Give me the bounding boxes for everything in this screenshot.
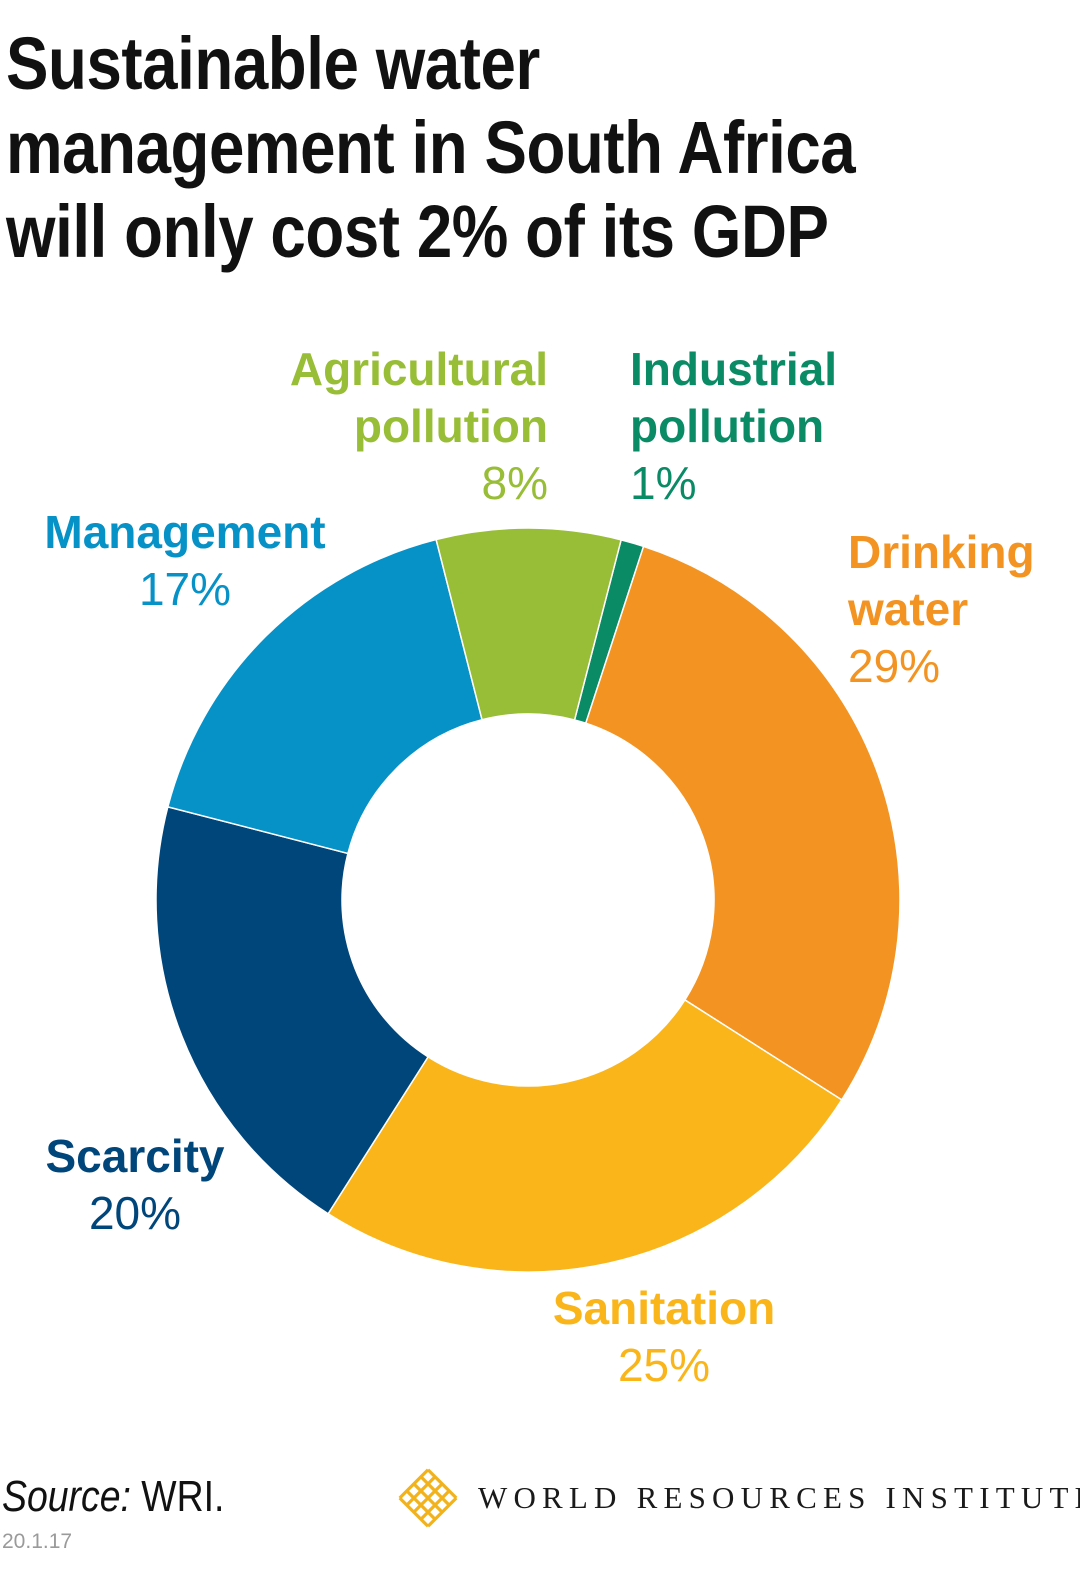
slice-label-text: Management bbox=[44, 506, 325, 558]
slice-label-text: Scarcity bbox=[45, 1130, 224, 1182]
donut-chart: Industrialpollution1%Drinkingwater29%San… bbox=[44, 343, 1035, 1391]
slice-value-label: 25% bbox=[618, 1339, 710, 1391]
slice-label-text: pollution bbox=[354, 400, 548, 452]
slice-label-text: pollution bbox=[630, 400, 824, 452]
slice-value-label: 8% bbox=[482, 457, 548, 509]
slice-label-text: Sanitation bbox=[553, 1282, 775, 1334]
slice-sanitation[interactable] bbox=[327, 998, 843, 1273]
slice-value-label: 29% bbox=[848, 640, 940, 692]
slice-label-text: Drinking bbox=[848, 526, 1035, 578]
slice-value-label: 17% bbox=[139, 563, 231, 615]
slice-label-text: Industrial bbox=[630, 343, 837, 395]
wri-brand[interactable]: WORLD RESOURCES INSTITUTE bbox=[398, 1466, 1080, 1530]
source-note: Source: WRI. bbox=[2, 1472, 224, 1522]
slice-label-text: water bbox=[847, 583, 968, 635]
slice-agricultural-pollution[interactable] bbox=[435, 527, 623, 721]
chart-title: Sustainable water management in South Af… bbox=[6, 22, 856, 273]
source-value: WRI. bbox=[141, 1472, 225, 1521]
slice-value-label: 20% bbox=[89, 1187, 181, 1239]
slice-management[interactable] bbox=[166, 538, 483, 855]
slice-label-text: Agricultural bbox=[290, 343, 548, 395]
slice-scarcity[interactable] bbox=[155, 805, 430, 1215]
publish-date: 20.1.17 bbox=[2, 1530, 73, 1553]
brand-name: WORLD RESOURCES INSTITUTE bbox=[478, 1480, 1080, 1515]
wri-logo-icon bbox=[398, 1468, 458, 1528]
slice-drinking-water[interactable] bbox=[584, 545, 901, 1101]
slice-value-label: 1% bbox=[630, 457, 696, 509]
source-label: Source: bbox=[2, 1472, 131, 1521]
